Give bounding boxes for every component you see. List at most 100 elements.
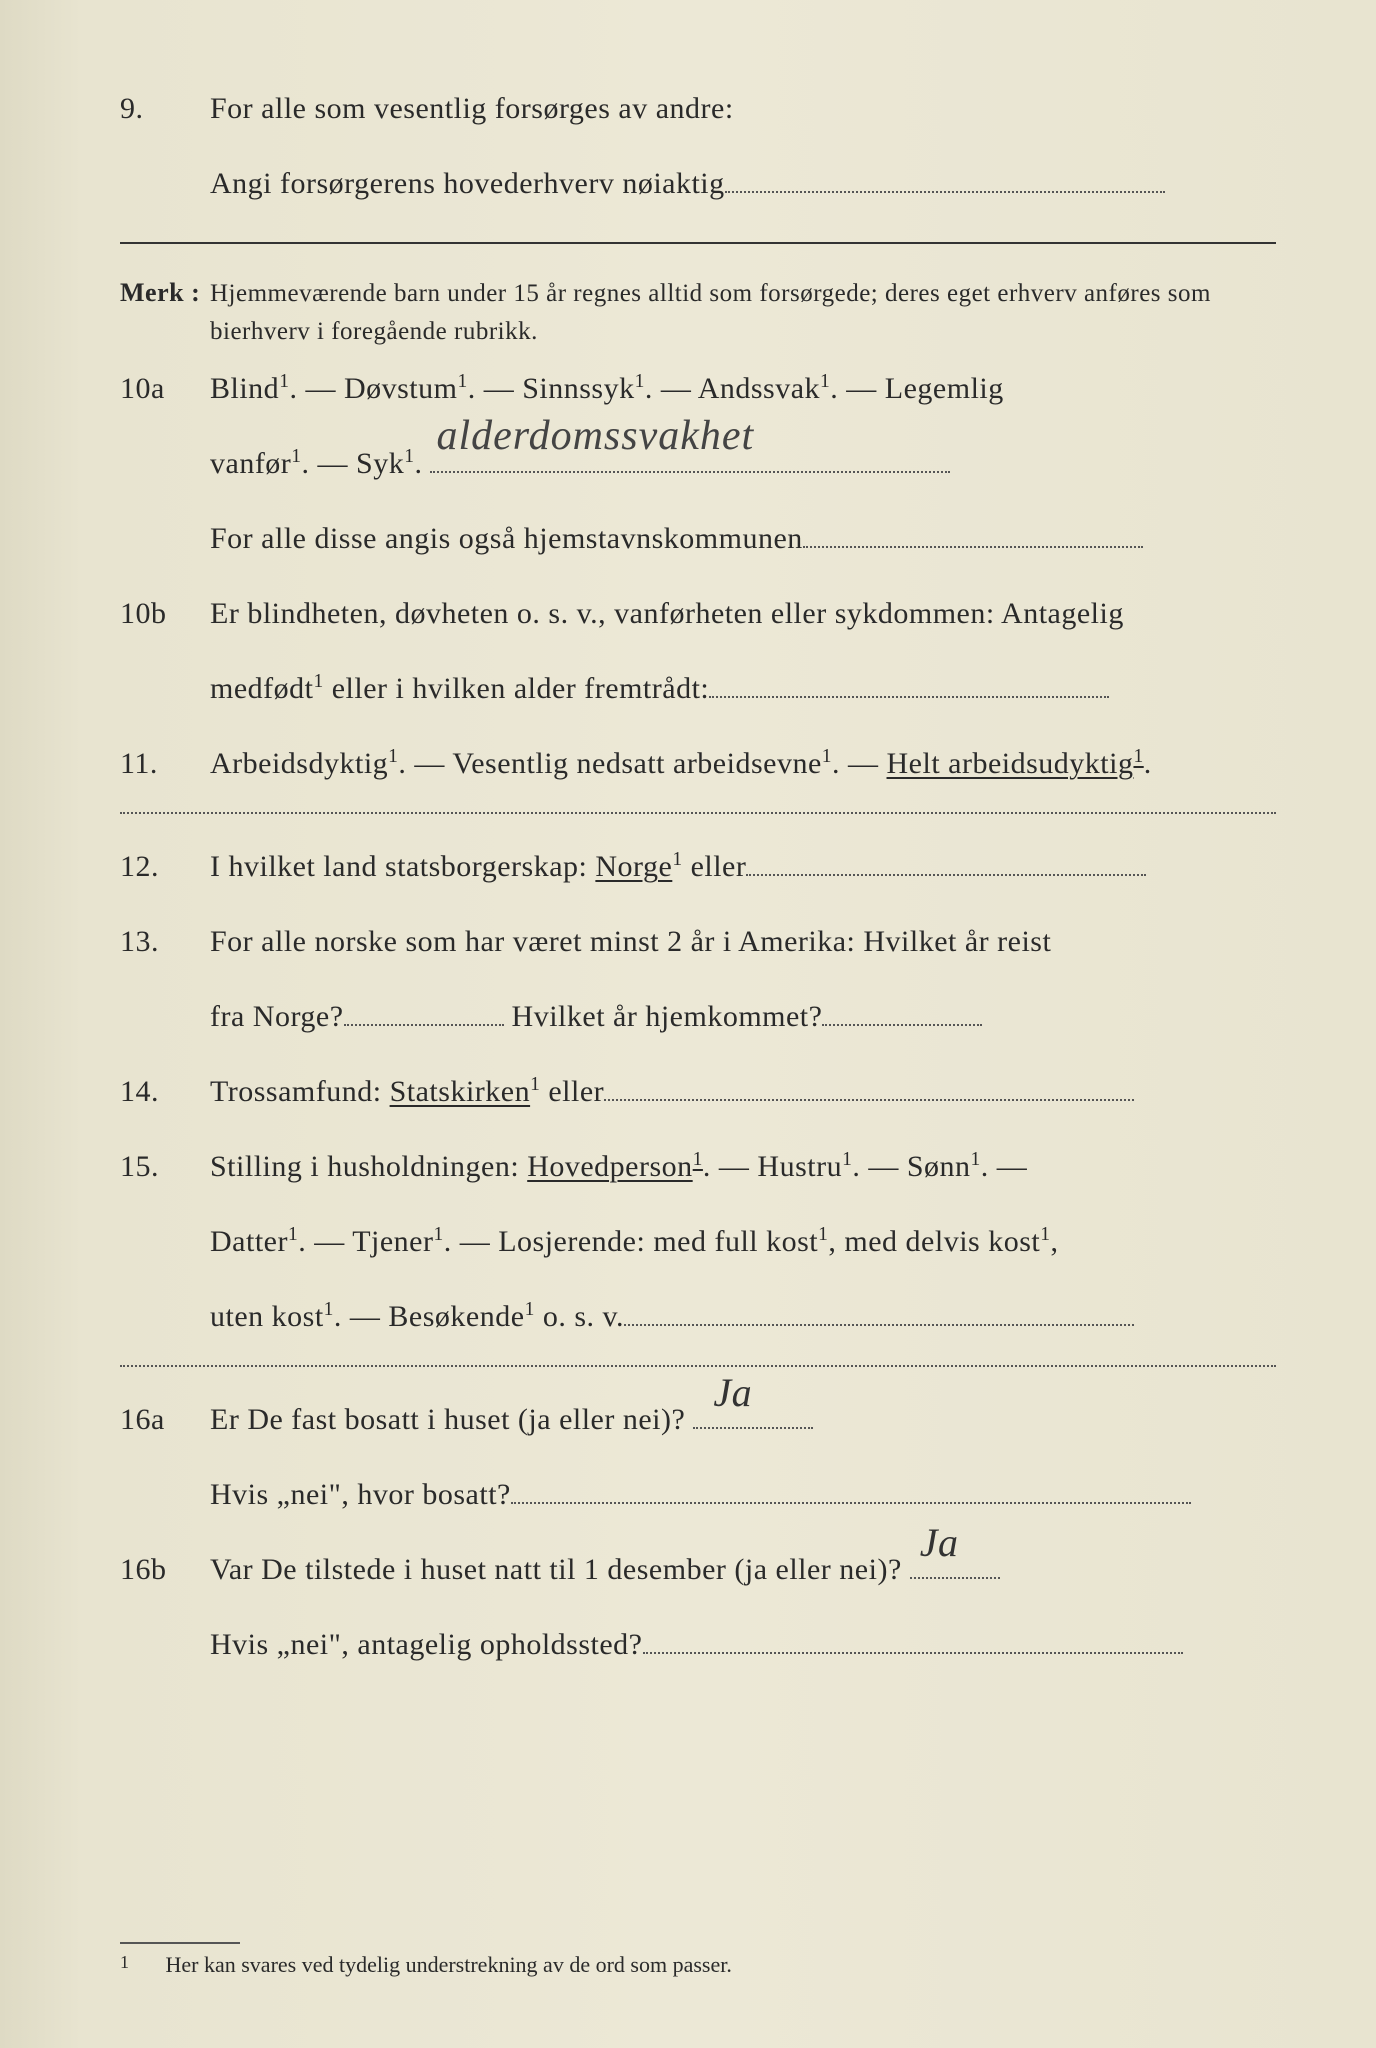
footnote-area: 1 Her kan svares ved tydelig understrekn… <box>120 1942 1276 1978</box>
q16b-row2: Hvis „nei", antagelig opholdssted? <box>120 1616 1276 1673</box>
q16a-content2: Hvis „nei", hvor bosatt? <box>210 1466 1276 1523</box>
q11-opt1: Arbeidsdyktig <box>210 747 388 780</box>
q10b-row2: medfødt1 eller i hvilken alder fremtrådt… <box>120 660 1276 717</box>
q13-fill2[interactable] <box>822 1024 982 1026</box>
q15-hustru: Hustru <box>757 1150 842 1183</box>
q14-statskirken: Statskirken <box>390 1075 531 1108</box>
q12-norge: Norge <box>595 850 672 883</box>
q13-number: 13. <box>120 913 210 970</box>
q15-datter: Datter <box>210 1225 288 1258</box>
form-page: 9. For alle som vesentlig forsørges av a… <box>0 0 1376 2048</box>
q9-row: 9. For alle som vesentlig forsørges av a… <box>120 80 1276 137</box>
q16b-fill2[interactable] <box>643 1652 1183 1654</box>
q12-fill[interactable] <box>746 874 1146 876</box>
q10a-line3: For alle disse angis også hjemstavnskomm… <box>210 522 803 555</box>
q13-line1: For alle norske som har været minst 2 år… <box>210 925 1051 958</box>
q13-fill1[interactable] <box>344 1024 504 1026</box>
q9-line1: For alle som vesentlig forsørges av andr… <box>210 92 734 125</box>
footnote: 1 Her kan svares ved tydelig understrekn… <box>120 1952 1276 1978</box>
q15-row3: uten kost1. — Besøkende1 o. s. v. <box>120 1288 1276 1345</box>
footnote-rule <box>120 1942 240 1944</box>
footnote-text: Her kan svares ved tydelig understreknin… <box>166 1952 732 1977</box>
q15-text-a: Stilling i husholdningen: <box>210 1150 527 1183</box>
q10a-content3: For alle disse angis også hjemstavnskomm… <box>210 510 1276 567</box>
q16a-line1: Er De fast bosatt i huset (ja eller nei)… <box>210 1403 685 1436</box>
q12-text-a: I hvilket land statsborgerskap: <box>210 850 595 883</box>
q10b-row: 10b Er blindheten, døvheten o. s. v., va… <box>120 585 1276 642</box>
q16a-row2: Hvis „nei", hvor bosatt? <box>120 1466 1276 1523</box>
divider-1 <box>120 242 1276 244</box>
divider-3 <box>120 1365 1276 1367</box>
q9-line2a: Angi forsørgerens hovederhverv nøiaktig <box>210 167 725 200</box>
q15-fill[interactable] <box>624 1324 1134 1326</box>
q10b-number: 10b <box>120 585 210 642</box>
q15-row2: Datter1. — Tjener1. — Losjerende: med fu… <box>120 1213 1276 1270</box>
q10a-opt1: Blind <box>210 372 279 405</box>
q12-number: 12. <box>120 838 210 895</box>
q11-content: Arbeidsdyktig1. — Vesentlig nedsatt arbe… <box>210 735 1276 792</box>
sep: — <box>846 372 885 405</box>
q14-content: Trossamfund: Statskirken1 eller <box>210 1063 1276 1120</box>
sep: — <box>305 372 344 405</box>
q10a-number: 10a <box>120 360 210 417</box>
q13-row: 13. For alle norske som har været minst … <box>120 913 1276 970</box>
q10b-line2b: eller i hvilken alder fremtrådt: <box>324 672 710 705</box>
q10a-fill[interactable]: alderdomssvakhet <box>430 471 950 473</box>
q9-content: For alle som vesentlig forsørges av andr… <box>210 80 1276 137</box>
q9-fill[interactable] <box>725 191 1165 193</box>
q16b-row: 16b Var De tilstede i huset natt til 1 d… <box>120 1541 1276 1598</box>
q15-content: Stilling i husholdningen: Hovedperson1. … <box>210 1138 1276 1195</box>
q15-sonn: Sønn <box>907 1150 971 1183</box>
merk-label: Merk : <box>120 268 210 317</box>
q10b-content2: medfødt1 eller i hvilken alder fremtrådt… <box>210 660 1276 717</box>
q16a-content: Er De fast bosatt i huset (ja eller nei)… <box>210 1391 1276 1448</box>
q16b-answer: Ja <box>920 1505 959 1581</box>
q16b-fill[interactable]: Ja <box>910 1577 1000 1579</box>
q10a-fill2[interactable] <box>803 546 1143 548</box>
q16a-row: 16a Er De fast bosatt i huset (ja eller … <box>120 1391 1276 1448</box>
q13-line2a: fra Norge? <box>210 1000 344 1033</box>
q15-hovedperson: Hovedperson <box>527 1150 692 1183</box>
q12-text-b: eller <box>691 850 747 883</box>
sep: — <box>318 447 357 480</box>
q11-opt2: Vesentlig nedsatt arbeidsevne <box>452 747 821 780</box>
footnote-number: 1 <box>120 1952 160 1973</box>
q15-content3: uten kost1. — Besøkende1 o. s. v. <box>210 1288 1276 1345</box>
q15-utenkost: uten kost <box>210 1300 324 1333</box>
q15-osv: o. s. v. <box>543 1300 624 1333</box>
q10a-row2: vanfør1. — Syk1. alderdomssvakhet <box>120 435 1276 492</box>
q16a-fill2[interactable] <box>511 1502 1191 1504</box>
q14-fill[interactable] <box>604 1099 1134 1101</box>
q10b-fill[interactable] <box>709 696 1109 698</box>
q16a-answer: Ja <box>713 1355 752 1431</box>
q16b-number: 16b <box>120 1541 210 1598</box>
q16b-line2: Hvis „nei", antagelig opholdssted? <box>210 1628 643 1661</box>
q13-content2: fra Norge? Hvilket år hjemkommet? <box>210 988 1276 1045</box>
q10a-syk: Syk <box>356 447 404 480</box>
q15-row: 15. Stilling i husholdningen: Hovedperso… <box>120 1138 1276 1195</box>
q11-opt3-selected: Helt arbeidsudyktig <box>887 747 1134 780</box>
q10b-line1: Er blindheten, døvheten o. s. v., vanfør… <box>210 597 1124 630</box>
q10b-medfodt: medfødt <box>210 672 313 705</box>
q14-number: 14. <box>120 1063 210 1120</box>
q11-number: 11. <box>120 735 210 792</box>
q16a-line2: Hvis „nei", hvor bosatt? <box>210 1478 511 1511</box>
q10b-content: Er blindheten, døvheten o. s. v., vanfør… <box>210 585 1276 642</box>
q10a-vanfor: vanfør <box>210 447 291 480</box>
merk-text: Hjemmeværende barn under 15 år regnes al… <box>210 275 1276 350</box>
q15-number: 15. <box>120 1138 210 1195</box>
q10a-opt5: Legemlig <box>885 372 1004 405</box>
divider-2 <box>120 812 1276 814</box>
q15-content2: Datter1. — Tjener1. — Losjerende: med fu… <box>210 1213 1276 1270</box>
q10a-content2: vanfør1. — Syk1. alderdomssvakhet <box>210 435 1276 492</box>
q9-number: 9. <box>120 80 210 137</box>
q13-line2b: Hvilket år hjemkommet? <box>512 1000 823 1033</box>
q14-text-b: eller <box>548 1075 604 1108</box>
q14-text-a: Trossamfund: <box>210 1075 390 1108</box>
q16a-number: 16a <box>120 1391 210 1448</box>
q12-row: 12. I hvilket land statsborgerskap: Norg… <box>120 838 1276 895</box>
q15-tjener: Tjener <box>352 1225 433 1258</box>
q16a-fill[interactable]: Ja <box>693 1427 813 1429</box>
q15-delvis: , med delvis kost <box>828 1225 1040 1258</box>
q15-losjerende: Losjerende: med full kost <box>498 1225 818 1258</box>
